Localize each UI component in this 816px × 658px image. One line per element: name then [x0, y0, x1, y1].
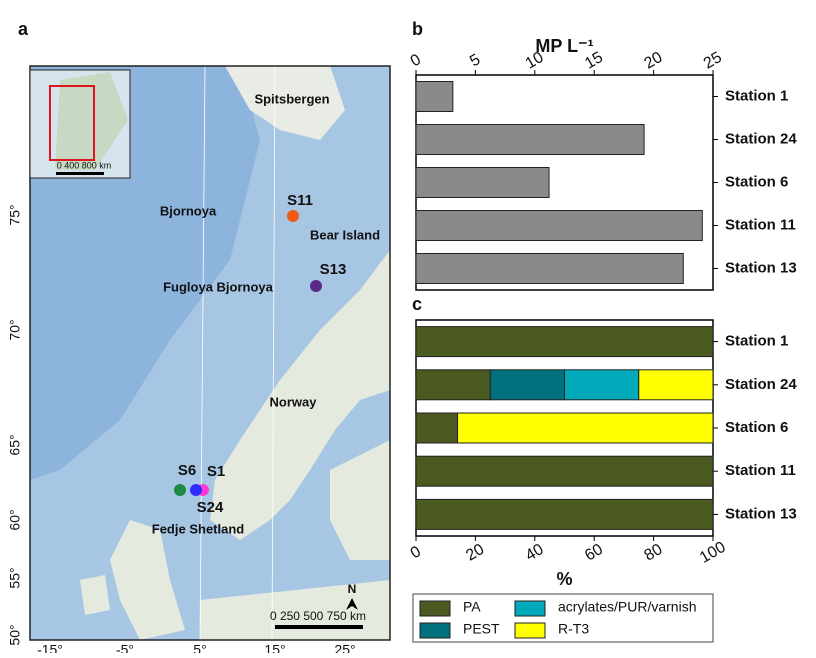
lat-label: 70°: [7, 319, 23, 340]
x-tick-label: 20: [463, 541, 487, 565]
figure: a b c Spitsbergen Bjornoya Bear Island Fugl…: [0, 0, 816, 653]
bar-segment: [565, 370, 639, 400]
legend-swatch: [420, 601, 450, 616]
lat-label: 55°: [7, 567, 23, 588]
lat-label: 75°: [7, 204, 23, 225]
lat-label: 65°: [7, 434, 23, 455]
y-tick-label: Station 6: [725, 419, 788, 436]
ireland: [80, 575, 110, 615]
station-label: S11: [287, 192, 313, 209]
x-tick-label: 0: [408, 543, 424, 562]
x-tick-label: 100: [697, 539, 729, 567]
y-tick-label: Station 24: [725, 130, 797, 147]
place-label: Bjornoya: [160, 203, 217, 218]
lon-label: -15°: [37, 642, 63, 653]
bar: [416, 254, 683, 284]
panel-label: a: [18, 19, 29, 39]
y-tick-label: Station 13: [725, 505, 797, 522]
lon-label: 15°: [264, 642, 285, 653]
x-tick-label: 80: [642, 541, 666, 565]
place-label: Bear Island: [310, 227, 380, 242]
inset-scale-bar: [56, 172, 104, 175]
lon-label: 25°: [334, 642, 355, 653]
station-marker: [310, 280, 322, 292]
bar-segment: [639, 370, 713, 400]
bar: [416, 211, 702, 241]
bar-segment: [416, 327, 713, 357]
y-tick-label: Station 11: [725, 216, 796, 233]
y-tick-label: Station 6: [725, 173, 788, 190]
place-label: Fedje Shetland: [152, 521, 245, 536]
y-tick-label: Station 1: [725, 333, 788, 350]
legend-label: PA: [463, 599, 481, 615]
y-tick-label: Station 24: [725, 376, 797, 393]
x-tick-label: 20: [642, 49, 666, 73]
bar: [416, 125, 644, 155]
station-marker: [190, 484, 202, 496]
y-tick-label: Station 13: [725, 259, 797, 276]
x-tick-label: 5: [467, 51, 483, 70]
x-axis-title: MP L⁻¹: [535, 36, 593, 56]
y-tick-label: Station 1: [725, 87, 788, 104]
x-axis-title: %: [556, 569, 572, 589]
station-marker: [287, 210, 299, 222]
lon-label: -5°: [116, 642, 134, 653]
bar: [416, 168, 549, 198]
legend-label: PEST: [463, 621, 500, 637]
legend-swatch: [515, 623, 545, 638]
inset-scale-label: 0 400 800 km: [57, 160, 112, 170]
x-tick-label: 60: [582, 541, 606, 565]
legend-swatch: [515, 601, 545, 616]
bar: [416, 82, 453, 112]
bar-segment: [416, 499, 713, 529]
x-tick-label: 25: [701, 49, 725, 73]
north-label: N: [348, 582, 357, 596]
scale-label: 0 250 500 750 km: [270, 609, 366, 623]
bar-segment: [416, 456, 713, 486]
lat-label: 50°: [7, 624, 23, 645]
bar-segment: [416, 370, 490, 400]
panel-label: b: [412, 19, 423, 39]
lat-label: 60°: [7, 509, 23, 530]
scale-bar: [275, 625, 363, 629]
y-tick-label: Station 11: [725, 462, 796, 479]
legend-label: R-T3: [558, 621, 589, 637]
place-label: Fugloya Bjornoya: [163, 279, 274, 294]
legend-label: acrylates/PUR/varnish: [558, 599, 697, 615]
bar-segment: [458, 413, 713, 443]
station-marker: [174, 484, 186, 496]
x-tick-label: 0: [408, 51, 424, 70]
place-label: Norway: [270, 394, 318, 409]
bar-segment: [416, 413, 458, 443]
station-label: S6: [178, 462, 196, 479]
station-label: S1: [207, 463, 225, 480]
x-tick-label: 40: [523, 541, 547, 565]
panel-label: c: [412, 294, 422, 314]
bar-segment: [490, 370, 564, 400]
place-label: Spitsbergen: [254, 91, 329, 106]
station-label: S24: [197, 499, 224, 516]
station-label: S13: [320, 261, 347, 278]
lon-label: 5°: [193, 642, 206, 653]
legend-swatch: [420, 623, 450, 638]
